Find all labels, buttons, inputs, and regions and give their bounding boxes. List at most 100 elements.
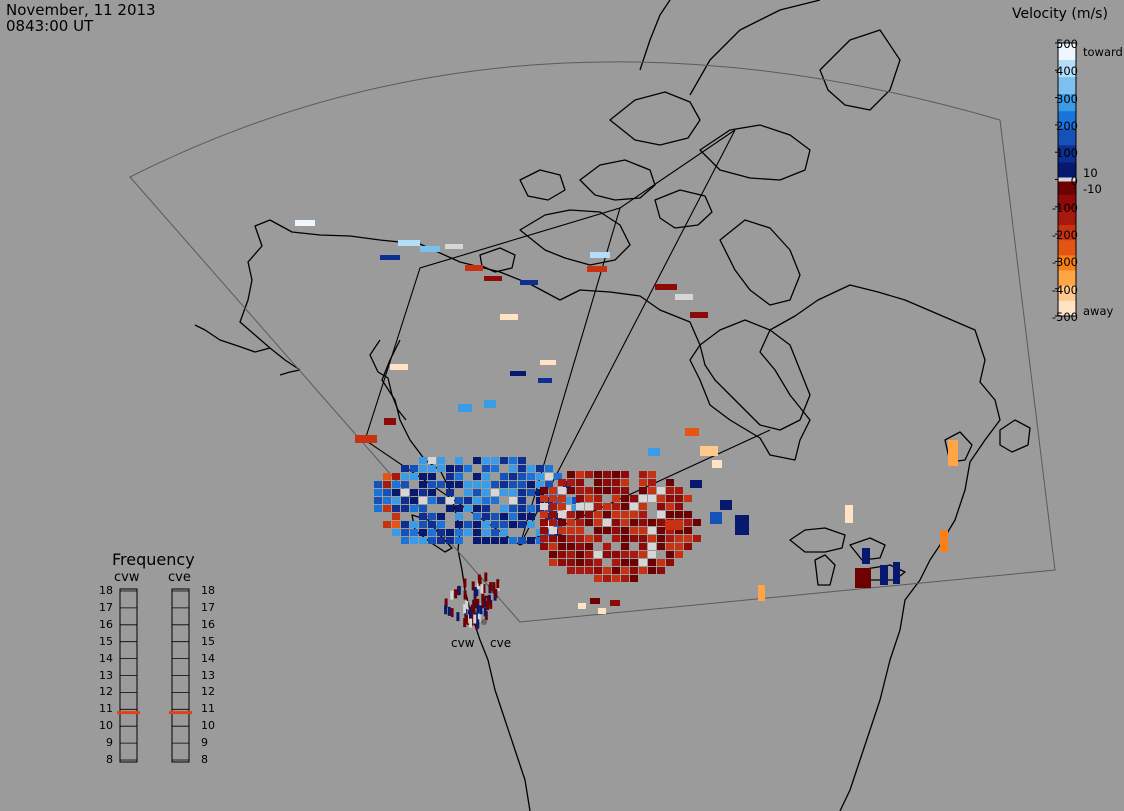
velocity-cell bbox=[540, 360, 556, 365]
velocity-cell bbox=[540, 535, 548, 542]
velocity-cell bbox=[685, 428, 699, 436]
velocity-cell bbox=[445, 244, 463, 249]
velocity-cell bbox=[630, 551, 638, 558]
frequency-scale-label-right: 16 bbox=[201, 617, 215, 631]
velocity-cell bbox=[621, 511, 629, 518]
velocity-cell bbox=[612, 503, 620, 510]
velocity-cell bbox=[473, 481, 481, 488]
velocity-cell bbox=[477, 574, 481, 584]
colorbar-swatch-away bbox=[1058, 270, 1076, 287]
velocity-cell bbox=[540, 511, 548, 518]
frequency-scale-label-left: 8 bbox=[106, 753, 113, 766]
time-label: 0843:00 UT bbox=[6, 17, 94, 35]
coastline-15 bbox=[819, 29, 901, 111]
velocity-cell bbox=[500, 457, 508, 464]
coastline-11 bbox=[519, 169, 566, 201]
velocity-cell bbox=[554, 473, 562, 480]
velocity-cell bbox=[576, 519, 584, 526]
velocity-cell bbox=[401, 529, 409, 536]
velocity-cell bbox=[549, 543, 557, 550]
velocity-cell bbox=[558, 519, 566, 526]
site-label-cvw: cvw bbox=[451, 636, 475, 650]
coastline-7 bbox=[579, 159, 656, 201]
velocity-cell bbox=[648, 479, 656, 486]
velocity-cell bbox=[456, 612, 460, 622]
frequency-scale-label-right: 9 bbox=[201, 736, 208, 750]
velocity-cell bbox=[578, 603, 586, 609]
velocity-cell bbox=[510, 371, 526, 376]
velocity-cell bbox=[469, 618, 473, 628]
velocity-cell bbox=[603, 503, 611, 510]
velocity-cell bbox=[500, 489, 508, 496]
velocity-cell bbox=[648, 535, 656, 542]
velocity-cell bbox=[594, 559, 602, 566]
velocity-cell bbox=[594, 479, 602, 486]
colorbar-swatch-neutral bbox=[1058, 177, 1076, 182]
velocity-cell bbox=[657, 535, 665, 542]
velocity-cell bbox=[576, 535, 584, 542]
velocity-cell bbox=[455, 473, 463, 480]
velocity-cell bbox=[675, 551, 683, 558]
velocity-cell bbox=[484, 572, 488, 582]
velocity-cell bbox=[603, 551, 611, 558]
velocity-cell bbox=[567, 535, 575, 542]
velocity-cell bbox=[880, 565, 888, 585]
coastline-14 bbox=[689, 0, 821, 96]
velocity-cell bbox=[401, 521, 409, 528]
velocity-cell bbox=[639, 567, 647, 574]
fov-outer-boundary bbox=[129, 61, 1056, 623]
velocity-cell bbox=[420, 246, 440, 252]
velocity-scatter-cells bbox=[295, 220, 958, 630]
frequency-bars bbox=[117, 588, 192, 763]
frequency-scale-label-left: 18 bbox=[99, 584, 113, 597]
velocity-cell bbox=[657, 543, 665, 550]
velocity-cell bbox=[594, 551, 602, 558]
velocity-cell bbox=[675, 535, 683, 542]
velocity-cell bbox=[594, 535, 602, 542]
velocity-cell bbox=[491, 529, 499, 536]
velocity-cell bbox=[428, 497, 436, 504]
velocity-cell bbox=[538, 378, 552, 383]
velocity-cell bbox=[482, 505, 490, 512]
velocity-cell bbox=[392, 513, 400, 520]
velocity-cell bbox=[594, 471, 602, 478]
velocity-cell bbox=[463, 578, 467, 588]
velocity-cell bbox=[384, 418, 396, 425]
velocity-cell bbox=[621, 471, 629, 478]
velocity-cell bbox=[491, 497, 499, 504]
velocity-cell bbox=[612, 487, 620, 494]
velocity-cell bbox=[455, 465, 463, 472]
velocity-cell bbox=[657, 503, 665, 510]
velocity-cell bbox=[463, 590, 467, 600]
velocity-cell bbox=[491, 489, 499, 496]
velocity-cell bbox=[549, 559, 557, 566]
velocity-cell bbox=[428, 481, 436, 488]
velocity-cell bbox=[473, 457, 481, 464]
velocity-cell bbox=[639, 511, 647, 518]
velocity-cell bbox=[527, 489, 535, 496]
velocity-cell bbox=[486, 595, 490, 605]
velocity-cell bbox=[437, 521, 445, 528]
velocity-cell bbox=[585, 511, 593, 518]
velocity-cell bbox=[470, 604, 474, 614]
velocity-cell bbox=[675, 543, 683, 550]
velocity-cell bbox=[473, 537, 481, 544]
velocity-cell bbox=[392, 529, 400, 536]
coastline-9 bbox=[609, 91, 701, 146]
velocity-cell bbox=[464, 608, 468, 618]
velocity-cell bbox=[684, 535, 692, 542]
velocity-cell bbox=[518, 497, 526, 504]
velocity-cell bbox=[492, 582, 496, 592]
velocity-cell bbox=[355, 435, 377, 443]
velocity-cell bbox=[657, 495, 665, 502]
frequency-scale-label-left: 10 bbox=[99, 719, 113, 733]
velocity-cell bbox=[383, 497, 391, 504]
velocity-cell bbox=[491, 457, 499, 464]
velocity-cell bbox=[482, 529, 490, 536]
velocity-cell bbox=[464, 481, 472, 488]
velocity-cell bbox=[500, 481, 508, 488]
velocity-cell bbox=[437, 457, 445, 464]
coastline-17 bbox=[789, 527, 846, 553]
velocity-cell bbox=[392, 481, 400, 488]
velocity-cell bbox=[630, 575, 638, 582]
